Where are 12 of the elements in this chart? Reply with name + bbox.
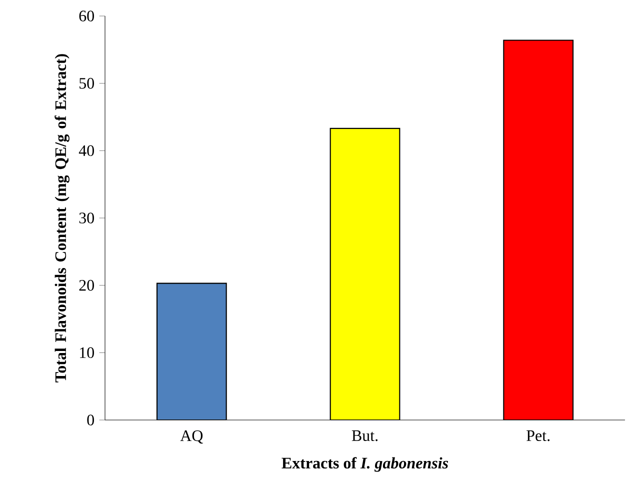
x-tick-label: But. [352,430,378,442]
y-tick-label: 0 [87,414,94,426]
x-tick-label: AQ [180,430,203,444]
y-tick-label: 60 [79,10,94,22]
y-tick-label: 50 [80,78,94,89]
x-tick-label: Pet. [526,430,550,442]
y-tick-label: 40 [78,145,94,156]
y-tick-label: 30 [79,212,94,224]
y-tick-label: 10 [80,347,94,358]
y-axis-title: Total Flavonoids Content (mg QE/g of Extract) [54,54,70,382]
x-axis-title: Extracts of I. gabonensis [282,457,448,472]
y-tick-label: 20 [79,280,94,291]
